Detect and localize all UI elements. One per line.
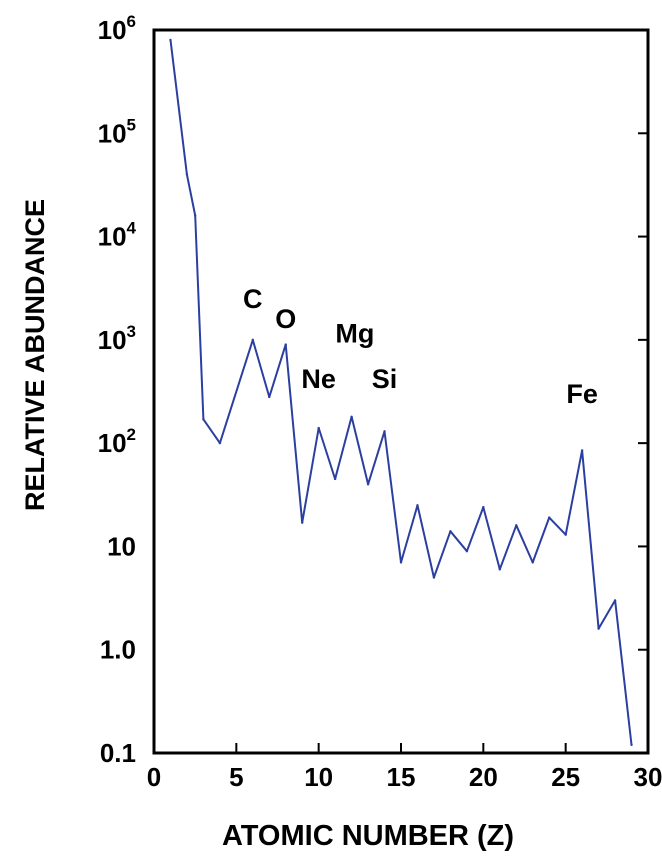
data-point: [630, 743, 633, 747]
y-tick-label: 1.0: [100, 635, 136, 665]
y-tick-base: 10: [98, 428, 127, 458]
y-tick-label: 106: [98, 12, 136, 45]
element-label: Fe: [566, 379, 598, 409]
y-tick-base: 10: [98, 222, 127, 252]
y-tick-base: 10: [98, 325, 127, 355]
y-tick-label: 102: [98, 425, 136, 458]
y-tick-label: 105: [98, 115, 136, 148]
data-point: [399, 561, 403, 564]
data-point: [383, 430, 386, 433]
data-point: [268, 395, 271, 399]
y-tick-exponent: 2: [127, 425, 136, 444]
element-label: C: [243, 284, 263, 314]
x-tick-label: 20: [469, 762, 498, 792]
y-tick-exponent: 5: [127, 115, 136, 134]
data-point: [580, 449, 584, 452]
data-point: [531, 561, 534, 564]
y-tick-exponent: 3: [127, 322, 136, 341]
element-label: Mg: [335, 319, 374, 349]
data-point: [218, 441, 222, 445]
x-tick-label: 10: [304, 762, 333, 792]
data-point: [465, 549, 469, 553]
data-point: [284, 343, 287, 346]
y-tick-label: 0.1: [100, 738, 136, 768]
y-tick-base: 10: [98, 15, 127, 45]
element-label: Ne: [301, 364, 336, 394]
x-tick-label: 15: [387, 762, 416, 792]
data-points: [169, 38, 633, 747]
data-point: [185, 173, 189, 176]
y-tick-label: 103: [98, 322, 136, 355]
element-label: Si: [372, 364, 398, 394]
y-tick-exponent: 6: [127, 12, 136, 31]
data-point: [548, 516, 551, 519]
data-point: [449, 530, 452, 533]
data-point: [301, 521, 304, 524]
data-point: [498, 568, 501, 571]
element-annotations: CO Mg Ne Si Fe: [243, 284, 598, 409]
data-point: [333, 477, 337, 481]
data-point: [366, 483, 370, 486]
abundance-series-line: [169, 39, 633, 745]
y-tick-base: 10: [98, 118, 127, 148]
y-tick-exponent: 4: [127, 219, 137, 238]
y-tick-label: 104: [98, 219, 137, 252]
x-tick-label: 0: [147, 762, 161, 792]
data-point: [597, 627, 600, 630]
data-point: [482, 505, 485, 509]
data-point: [515, 524, 518, 527]
x-tick-label: 30: [634, 762, 662, 792]
data-point: [251, 338, 254, 342]
data-point: [432, 576, 436, 579]
element-label: O: [275, 304, 296, 334]
x-tick-label: 25: [551, 762, 580, 792]
x-axis-ticks: 0 5 10 15 20 25 30: [147, 743, 662, 792]
data-point: [317, 426, 320, 430]
data-point: [350, 415, 353, 418]
x-tick-label: 5: [229, 762, 243, 792]
data-point: [169, 38, 172, 42]
data-point: [564, 533, 567, 536]
data-point: [193, 214, 197, 217]
y-axis-title: RELATIVE ABUNDANCE: [20, 199, 50, 511]
data-point: [202, 418, 205, 421]
x-axis-title: ATOMIC NUMBER (Z): [222, 820, 514, 852]
data-point: [416, 504, 419, 507]
y-tick-label: 10: [107, 531, 136, 561]
data-point: [613, 599, 617, 602]
